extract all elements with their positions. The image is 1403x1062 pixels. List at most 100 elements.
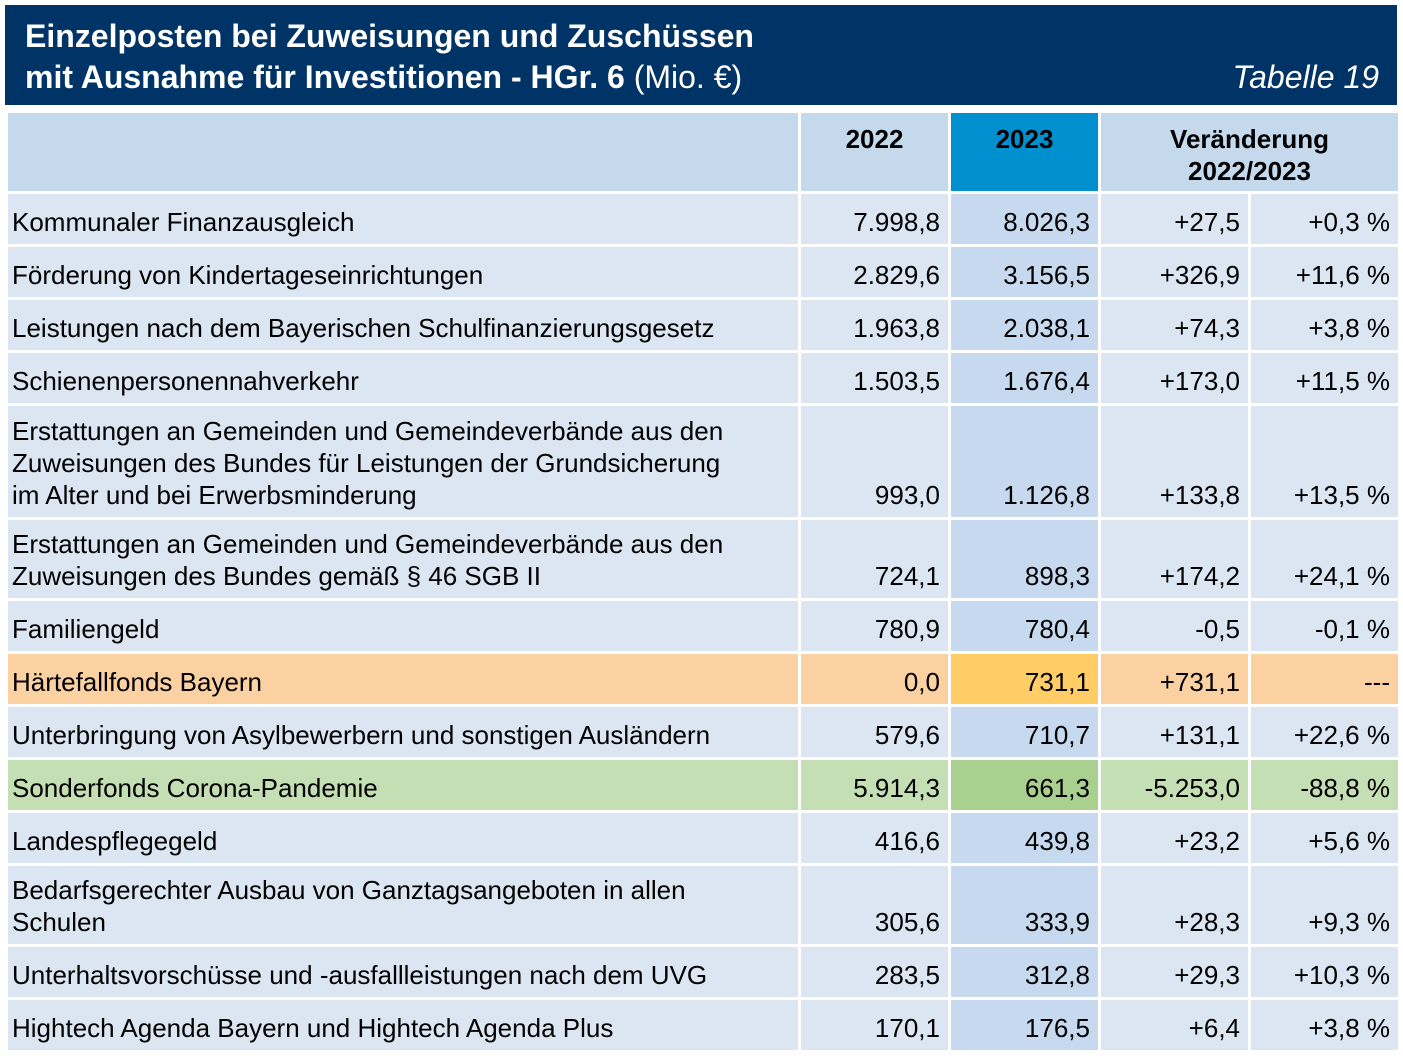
table-row: Landespflegegeld 416,6 439,8 +23,2 +5,6 % (8, 813, 1398, 863)
table-number: Tabelle 19 (1232, 59, 1380, 95)
change-percent: -0,1 % (1251, 601, 1398, 651)
table-row: Bedarfsgerechter Ausbau von Ganztagsange… (8, 866, 1398, 944)
row-label: Sonderfonds Corona-Pandemie (8, 760, 798, 810)
row-label: Förderung von Kindertageseinrichtungen (8, 247, 798, 297)
column-header-change-line1: Veränderung (1170, 124, 1329, 154)
value-2022: 170,1 (801, 1000, 948, 1050)
table-row: Förderung von Kindertageseinrichtungen 2.… (8, 247, 1398, 297)
table-row: Sonderfonds Corona-Pandemie 5.914,3 661,3-… (8, 760, 1398, 810)
column-header-2023: 2023 (951, 113, 1098, 191)
row-label: Härtefallfonds Bayern (8, 654, 798, 704)
table-row: Hightech Agenda Bayern und Hightech Agen… (8, 1000, 1398, 1050)
value-2022: 1.503,5 (801, 353, 948, 403)
change-absolute: -5.253,0 (1101, 760, 1248, 810)
value-2023: 8.026,3 (951, 194, 1098, 244)
change-percent: +0,3 % (1251, 194, 1398, 244)
change-absolute: +6,4 (1101, 1000, 1248, 1050)
change-percent: +22,6 % (1251, 707, 1398, 757)
change-percent: +9,3 % (1251, 866, 1398, 944)
value-2023: 1.676,4 (951, 353, 1098, 403)
table-title-line2-bold: mit Ausnahme für Investitionen - HGr. 6 (25, 59, 625, 95)
row-label: Schienenpersonennahverkehr (8, 353, 798, 403)
table-row: Kommunaler Finanzausgleich 7.998,8 8.026,3… (8, 194, 1398, 244)
value-2023: 898,3 (951, 520, 1098, 598)
row-label: Erstattungen an Gemeinden und Gemeindeve… (8, 406, 798, 517)
change-absolute: +29,3 (1101, 947, 1248, 997)
label-column-header (8, 113, 798, 191)
row-label: Unterbringung von Asylbewerbern und sons… (8, 707, 798, 757)
value-2023: 1.126,8 (951, 406, 1098, 517)
table-row: Unterbringung von Asylbewerbern und sons… (8, 707, 1398, 757)
value-2023: 731,1 (951, 654, 1098, 704)
change-percent: -88,8 % (1251, 760, 1398, 810)
row-label-line: im Alter und bei Erwerbsminderung (12, 480, 417, 510)
table-row: Härtefallfonds Bayern 0,0 731,1 +731,1 --- (8, 654, 1398, 704)
row-label: Unterhaltsvorschüsse und -ausfallleistun… (8, 947, 798, 997)
value-2022: 724,1 (801, 520, 948, 598)
change-percent: +11,5 % (1251, 353, 1398, 403)
change-absolute: -0,5 (1101, 601, 1248, 651)
change-absolute: +173,0 (1101, 353, 1248, 403)
table-row: Schienenpersonennahverkehr 1.503,5 1.676,4… (8, 353, 1398, 403)
column-header-change: Veränderung 2022/2023 (1101, 113, 1398, 191)
value-2023: 312,8 (951, 947, 1098, 997)
change-percent: +13,5 % (1251, 406, 1398, 517)
change-absolute: +133,8 (1101, 406, 1248, 517)
table-row: Erstattungen an Gemeinden und Gemeindeve… (8, 520, 1398, 598)
change-absolute: +28,3 (1101, 866, 1248, 944)
column-header-2022: 2022 (801, 113, 948, 191)
change-absolute: +174,2 (1101, 520, 1248, 598)
row-label: Familiengeld (8, 601, 798, 651)
row-label-line: Zuweisungen des Bundes gemäß § 46 SGB II (12, 561, 541, 591)
change-percent: +24,1 % (1251, 520, 1398, 598)
row-label: Erstattungen an Gemeinden und Gemeindeve… (8, 520, 798, 598)
change-percent: +5,6 % (1251, 813, 1398, 863)
table-header-banner: Einzelposten bei Zuweisungen und Zuschüs… (5, 5, 1397, 105)
change-percent: +3,8 % (1251, 1000, 1398, 1050)
value-2023: 661,3 (951, 760, 1098, 810)
value-2023: 439,8 (951, 813, 1098, 863)
row-label: Kommunaler Finanzausgleich (8, 194, 798, 244)
change-percent: --- (1251, 654, 1398, 704)
row-label: Landespflegegeld (8, 813, 798, 863)
row-label: Bedarfsgerechter Ausbau von Ganztagsange… (8, 866, 798, 944)
row-label-line: Zuweisungen des Bundes für Leistungen de… (12, 448, 721, 478)
table-title-unit: (Mio. €) (624, 59, 743, 95)
value-2022: 5.914,3 (801, 760, 948, 810)
change-percent: +11,6 % (1251, 247, 1398, 297)
value-2022: 993,0 (801, 406, 948, 517)
change-absolute: +131,1 (1101, 707, 1248, 757)
table-row: Leistungen nach dem Bayerischen Schulfin… (8, 300, 1398, 350)
data-table: 2022 2023 Veränderung 2022/2023 Kommunal… (5, 110, 1401, 1053)
value-2022: 283,5 (801, 947, 948, 997)
value-2023: 176,5 (951, 1000, 1098, 1050)
table-row: Familiengeld 780,9 780,4 -0,5 -0,1 % (8, 601, 1398, 651)
change-percent: +3,8 % (1251, 300, 1398, 350)
row-label-line: Schulen (12, 907, 106, 937)
change-absolute: +326,9 (1101, 247, 1248, 297)
change-percent: +10,3 % (1251, 947, 1398, 997)
value-2023: 2.038,1 (951, 300, 1098, 350)
row-label-line: Erstattungen an Gemeinden und Gemeindeve… (12, 416, 724, 446)
table-row: Unterhaltsvorschüsse und -ausfallleistun… (8, 947, 1398, 997)
value-2023: 333,9 (951, 866, 1098, 944)
column-header-change-line2: 2022/2023 (1188, 156, 1311, 186)
change-absolute: +731,1 (1101, 654, 1248, 704)
value-2022: 305,6 (801, 866, 948, 944)
table-title-line2: mit Ausnahme für Investitionen - HGr. 6 … (25, 59, 742, 96)
value-2022: 0,0 (801, 654, 948, 704)
change-absolute: +23,2 (1101, 813, 1248, 863)
value-2022: 579,6 (801, 707, 948, 757)
change-absolute: +27,5 (1101, 194, 1248, 244)
row-label: Hightech Agenda Bayern und Hightech Agen… (8, 1000, 798, 1050)
value-2022: 780,9 (801, 601, 948, 651)
row-label: Leistungen nach dem Bayerischen Schulfin… (8, 300, 798, 350)
table-row: Erstattungen an Gemeinden und Gemeindeve… (8, 406, 1398, 517)
value-2023: 710,7 (951, 707, 1098, 757)
value-2022: 2.829,6 (801, 247, 948, 297)
row-label-line: Erstattungen an Gemeinden und Gemeindeve… (12, 529, 724, 559)
row-label-line: Bedarfsgerechter Ausbau von Ganztagsange… (12, 875, 686, 905)
value-2023: 780,4 (951, 601, 1098, 651)
table-title-line1: Einzelposten bei Zuweisungen und Zuschüs… (25, 18, 754, 54)
column-header-row: 2022 2023 Veränderung 2022/2023 (8, 113, 1398, 191)
